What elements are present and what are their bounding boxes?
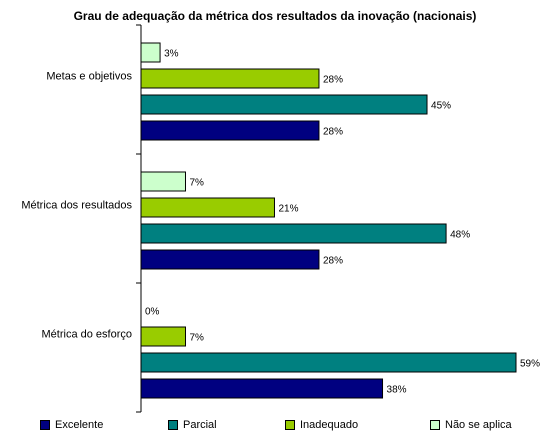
data-label: 45% bbox=[431, 101, 451, 112]
bar bbox=[140, 171, 186, 192]
legend-label: Não se aplica bbox=[445, 419, 512, 431]
data-label: 0% bbox=[145, 307, 160, 318]
data-label: 21% bbox=[278, 204, 298, 215]
data-label: 7% bbox=[189, 333, 204, 344]
bar bbox=[140, 326, 186, 347]
data-label: 28% bbox=[323, 75, 343, 86]
category-label: Métrica dos resultados bbox=[21, 200, 132, 212]
chart-title: Grau de adequação da métrica dos resulta… bbox=[73, 9, 477, 23]
legend-swatch bbox=[285, 420, 295, 430]
legend-swatch bbox=[430, 420, 440, 430]
legend: Excelente Parcial Inadequado Não se aplica bbox=[40, 419, 540, 435]
legend-label: Parcial bbox=[183, 419, 217, 431]
data-label: 48% bbox=[450, 230, 470, 241]
data-label: 28% bbox=[323, 256, 343, 267]
data-label: 59% bbox=[520, 359, 540, 370]
legend-swatch bbox=[40, 420, 50, 430]
bar bbox=[140, 120, 320, 141]
legend-item: Inadequado bbox=[285, 419, 358, 431]
legend-item: Excelente bbox=[40, 419, 103, 431]
bar bbox=[140, 94, 428, 115]
bar bbox=[140, 378, 384, 399]
bar bbox=[140, 352, 517, 373]
data-label: 28% bbox=[323, 127, 343, 138]
legend-item: Parcial bbox=[168, 419, 217, 431]
bar bbox=[140, 249, 320, 270]
data-label: 7% bbox=[189, 178, 204, 189]
legend-label: Excelente bbox=[55, 419, 104, 431]
bar bbox=[140, 68, 320, 89]
bar bbox=[140, 223, 447, 244]
legend-label: Inadequado bbox=[300, 419, 359, 431]
data-label: 38% bbox=[387, 385, 407, 396]
legend-item: Não se aplica bbox=[430, 419, 512, 431]
bar bbox=[140, 197, 275, 218]
bar bbox=[140, 42, 161, 63]
category-label: Métrica do esforço bbox=[42, 329, 132, 341]
legend-swatch bbox=[168, 420, 178, 430]
data-label: 3% bbox=[164, 49, 179, 60]
category-label: Metas e objetivos bbox=[46, 71, 132, 83]
